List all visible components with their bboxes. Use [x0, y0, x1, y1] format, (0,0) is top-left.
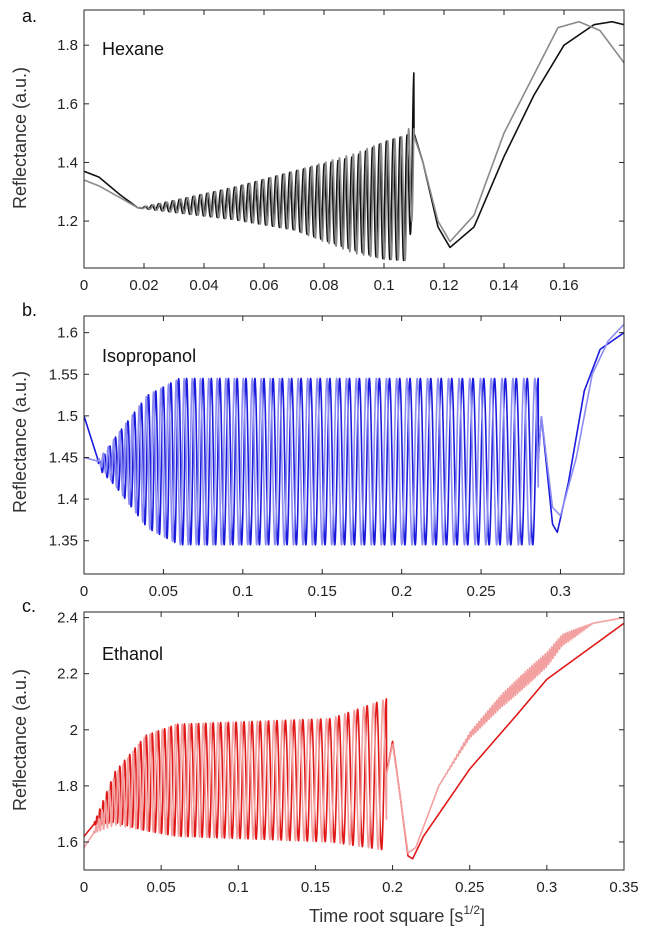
y-axis-label-ethanol: Reflectance (a.u.)	[10, 669, 30, 811]
x-tick-label-isopropanol: 0	[80, 583, 88, 600]
y-tick-label-ethanol: 2.4	[57, 610, 78, 627]
y-tick-label-isopropanol: 1.45	[49, 449, 78, 466]
x-tick-label-hexane: 0.06	[249, 277, 278, 294]
x-tick-label-hexane: 0.08	[309, 277, 338, 294]
y-tick-label-isopropanol: 1.35	[49, 533, 78, 550]
x-tick-label-hexane: 0	[80, 277, 88, 294]
x-tick-label-ethanol: 0.15	[301, 879, 330, 896]
chart-title-ethanol: Ethanol	[102, 644, 163, 664]
panel-letter-a: a.	[22, 6, 37, 26]
panel-letter-c: c.	[22, 596, 36, 616]
series-group-ethanol	[84, 618, 624, 859]
x-tick-label-hexane: 0.04	[189, 277, 218, 294]
x-tick-label-hexane: 0.1	[374, 277, 395, 294]
x-tick-label-isopropanol: 0.1	[232, 583, 253, 600]
x-axis-label-end: ]	[480, 906, 485, 926]
y-tick-label-hexane: 1.4	[57, 154, 78, 171]
x-tick-label-ethanol: 0.1	[228, 879, 249, 896]
x-axis-label: Time root square [s1/2]	[309, 903, 485, 926]
panel-isopropanol: b. Reflectance (a.u.) 0 0.05 0.1 0.15 0.2 0.2…	[10, 300, 624, 600]
panel-ethanol: c. Reflectance (a.u.) 0 0.05 0.1 0.15 0.2 0.2…	[10, 596, 639, 896]
x-tick-label-ethanol: 0	[80, 879, 88, 896]
series-group-hexane	[84, 22, 624, 261]
y-tick-label-ethanol: 2.2	[57, 666, 78, 683]
y-axis-label-isopropanol: Reflectance (a.u.)	[10, 371, 30, 513]
panel-hexane: a. Reflectance (a.u.) 0 0.02 0.04 0.06 0.08 0…	[10, 6, 624, 294]
y-tick-label-ethanol: 1.6	[57, 834, 78, 851]
x-tick-label-hexane: 0.16	[549, 277, 578, 294]
x-tick-label-ethanol: 0.05	[147, 879, 176, 896]
x-tick-label-isopropanol: 0.3	[550, 583, 571, 600]
y-tick-label-ethanol: 1.8	[57, 778, 78, 795]
chart-title-hexane: Hexane	[102, 39, 164, 59]
y-tick-label-ethanol: 2	[70, 722, 78, 739]
x-tick-label-ethanol: 0.3	[536, 879, 557, 896]
x-tick-label-ethanol: 0.25	[455, 879, 484, 896]
panel-letter-b: b.	[22, 300, 37, 320]
x-tick-label-isopropanol: 0.05	[149, 583, 178, 600]
x-tick-label-hexane: 0.02	[129, 277, 158, 294]
y-axis-label-hexane: Reflectance (a.u.)	[10, 67, 30, 209]
y-tick-label-hexane: 1.6	[57, 96, 78, 113]
x-tick-label-isopropanol: 0.15	[308, 583, 337, 600]
chart-title-isopropanol: Isopropanol	[102, 346, 196, 366]
x-tick-label-isopropanol: 0.2	[391, 583, 412, 600]
x-tick-label-hexane: 0.14	[489, 277, 518, 294]
y-tick-label-hexane: 1.2	[57, 213, 78, 230]
x-tick-label-hexane: 0.12	[429, 277, 458, 294]
y-tick-label-hexane: 1.8	[57, 37, 78, 54]
x-axis-label-main: Time root square [s	[309, 906, 463, 926]
y-tick-label-isopropanol: 1.55	[49, 366, 78, 383]
x-axis-label-superscript: 1/2	[463, 903, 480, 917]
x-tick-label-isopropanol: 0.25	[466, 583, 495, 600]
y-tick-label-isopropanol: 1.5	[57, 408, 78, 425]
y-tick-label-isopropanol: 1.4	[57, 491, 78, 508]
x-tick-label-ethanol: 0.2	[382, 879, 403, 896]
y-tick-label-isopropanol: 1.6	[57, 325, 78, 342]
x-tick-label-ethanol: 0.35	[609, 879, 638, 896]
